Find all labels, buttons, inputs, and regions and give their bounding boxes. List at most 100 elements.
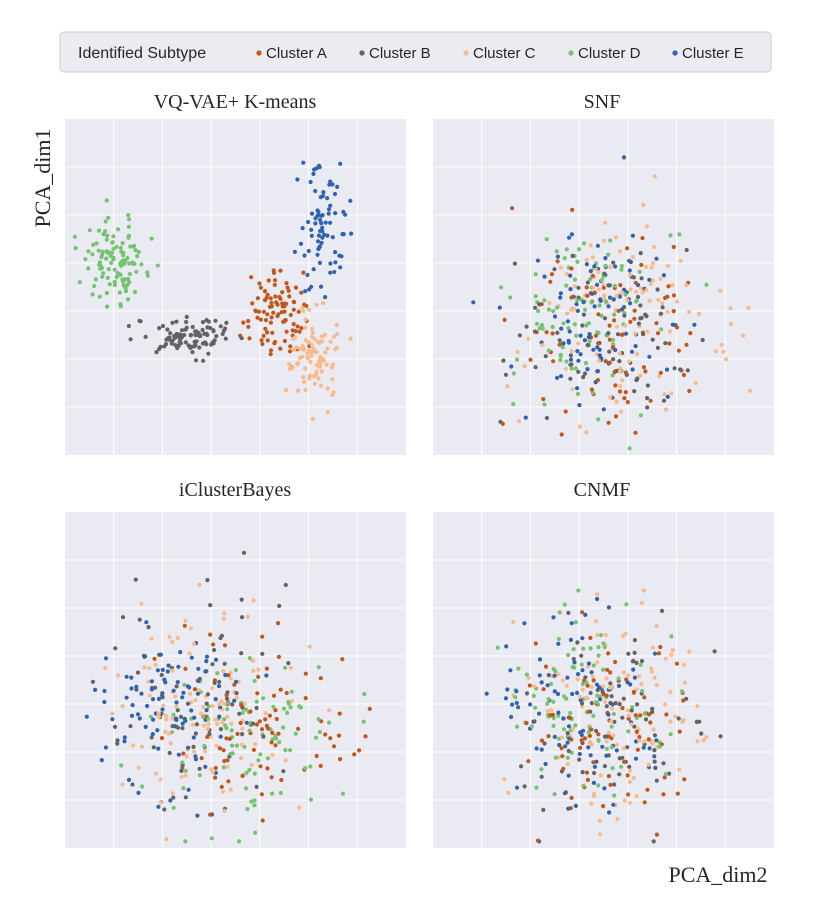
point-cluster-c [547,300,552,306]
point-cluster-a [272,341,277,346]
point-cluster-e [180,721,185,726]
point-cluster-a [557,342,562,347]
point-cluster-a [247,336,252,341]
point-cluster-e [568,637,574,643]
point-cluster-c [158,800,163,805]
point-cluster-a [626,792,631,797]
point-cluster-a [318,763,323,769]
point-cluster-d [630,705,635,710]
point-cluster-d [626,729,631,734]
point-cluster-a [259,792,264,797]
point-cluster-e [551,615,556,620]
point-cluster-e [313,221,318,226]
point-cluster-a [263,326,268,331]
point-cluster-a [620,332,626,337]
point-cluster-e [166,663,171,668]
point-cluster-c [588,243,593,248]
point-cluster-d [537,326,542,331]
point-cluster-c [648,281,654,286]
point-cluster-b [512,261,518,266]
point-cluster-c [660,301,665,306]
point-cluster-c [591,791,597,796]
point-cluster-b [654,778,659,783]
point-cluster-c [613,235,619,240]
point-cluster-a [632,308,637,313]
point-cluster-b [239,651,244,656]
point-cluster-b [582,371,588,376]
point-cluster-d [308,797,314,802]
point-cluster-e [139,691,144,696]
point-cluster-d [591,713,596,719]
point-cluster-d [562,256,567,261]
point-cluster-d [286,699,291,705]
point-cluster-c [183,773,188,778]
point-cluster-d [256,758,261,763]
point-cluster-e [328,270,333,275]
point-cluster-d [572,277,578,282]
point-cluster-b [641,332,646,337]
point-cluster-d [313,735,319,740]
point-cluster-a [632,316,637,321]
point-cluster-c [608,395,613,400]
point-cluster-b [644,314,649,319]
point-cluster-e [537,711,542,716]
point-cluster-e [129,675,134,680]
point-cluster-e [588,753,593,758]
point-cluster-c [164,713,169,718]
point-cluster-d [145,273,150,278]
point-cluster-d [612,312,617,317]
point-cluster-a [622,759,627,764]
point-cluster-c [173,694,178,699]
point-cluster-b [650,710,655,715]
point-cluster-b [163,342,169,347]
point-cluster-e [160,691,165,696]
point-cluster-d [610,373,615,378]
point-cluster-d [117,290,122,295]
point-cluster-e [566,724,572,729]
point-cluster-a [273,294,278,299]
point-cluster-a [579,738,584,743]
point-cluster-c [308,360,313,365]
point-cluster-e [150,732,155,737]
point-cluster-d [126,213,131,218]
point-cluster-a [618,283,623,288]
point-cluster-e [303,289,308,294]
point-cluster-c [167,634,172,640]
point-cluster-c [312,381,317,386]
point-cluster-e [625,680,630,685]
point-cluster-b [712,649,717,654]
point-cluster-d [181,786,186,791]
point-cluster-e [160,667,165,673]
point-cluster-b [533,365,538,370]
point-cluster-e [580,668,585,673]
point-cluster-d [511,371,516,376]
point-cluster-c [652,174,657,179]
point-cluster-b [635,294,641,300]
point-cluster-a [261,309,266,314]
point-cluster-b [261,734,266,739]
point-cluster-e [317,260,322,265]
point-cluster-b [217,679,222,685]
point-cluster-e [302,253,307,258]
point-cluster-d [668,233,673,238]
point-cluster-c [305,356,311,361]
point-cluster-b [211,329,216,334]
point-cluster-d [663,771,669,777]
point-cluster-b [632,650,637,655]
point-cluster-d [581,783,586,788]
point-cluster-d [126,297,131,302]
legend-marker-cluster-c [463,50,469,56]
point-cluster-e [292,249,297,254]
point-cluster-b [197,345,202,350]
point-cluster-b [555,330,560,335]
point-cluster-a [288,344,293,349]
point-cluster-d [562,727,567,732]
point-cluster-a [637,734,642,740]
point-cluster-a [681,698,686,703]
point-cluster-a [248,709,253,714]
point-cluster-e [552,673,557,678]
point-cluster-c [609,685,614,690]
point-cluster-d [128,244,133,249]
point-cluster-d [554,249,559,254]
point-cluster-e [627,268,632,273]
